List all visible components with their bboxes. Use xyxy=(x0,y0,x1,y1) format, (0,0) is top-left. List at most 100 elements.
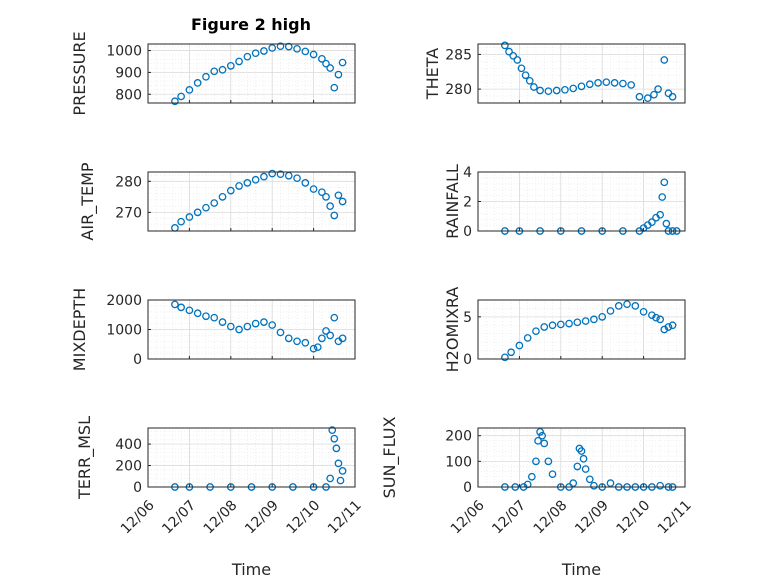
panel-5-point-4 xyxy=(532,327,540,336)
panel-7-x-tick-label-4: 12/10 xyxy=(614,497,654,537)
panel-6-x-tick-label-3: 12/09 xyxy=(242,497,282,537)
panel-4-y-tick-label-2: 2000 xyxy=(106,293,142,309)
panel-7-y-tick-label-2: 200 xyxy=(445,429,472,445)
panel-5-point-2 xyxy=(515,341,524,350)
panel-3-y-axis-label: RAINFALL xyxy=(443,164,462,239)
panel-2-point-2 xyxy=(185,213,194,221)
panel-7-point-23 xyxy=(606,479,615,488)
panel-1-point-6 xyxy=(525,76,534,85)
panel-7-point-9 xyxy=(540,439,549,448)
panel-6-point-15 xyxy=(338,467,347,475)
panel-5-point-3 xyxy=(523,334,532,342)
panel-7-x-tick-label-2: 12/08 xyxy=(531,497,571,537)
panel-2-y-tick-label-0: 270 xyxy=(115,205,142,221)
panel-0-y-tick-label-0: 800 xyxy=(115,87,142,103)
panel-1-point-18 xyxy=(619,79,627,88)
panel-2-point-8 xyxy=(235,182,243,190)
panel-1-point-22 xyxy=(650,90,658,99)
panel-2-point-11 xyxy=(260,172,268,181)
panel-1-point-11 xyxy=(561,85,569,94)
panel-5-y-tick-label-0: 0 xyxy=(463,352,472,368)
panel-4-point-6 xyxy=(218,318,227,326)
panel-7-point-10 xyxy=(544,457,553,466)
panel-0-point-8 xyxy=(235,57,243,66)
panel-7-point-3 xyxy=(523,480,532,489)
panel-4-point-2 xyxy=(185,306,194,315)
panel-2-point-10 xyxy=(251,175,260,184)
panel-2-point-19 xyxy=(322,192,330,201)
panel-0-point-17 xyxy=(309,50,318,59)
panel-0-point-19 xyxy=(322,59,330,68)
panel-5-point-9 xyxy=(573,318,582,327)
panel-7-point-4 xyxy=(527,472,536,481)
panel-1-point-4 xyxy=(517,64,526,73)
panel-1-point-23 xyxy=(654,85,662,93)
panel-0-point-10 xyxy=(251,49,260,58)
panel-6-x-tick-label-0: 12/06 xyxy=(118,497,158,537)
panel-0-point-7 xyxy=(226,62,235,70)
panel-2-point-4 xyxy=(202,203,210,212)
panel-3-y-tick-label-0: 0 xyxy=(463,224,472,240)
panel-1-point-5 xyxy=(521,71,530,80)
panel-6-plot-area xyxy=(148,428,355,487)
panel-1-point-19 xyxy=(627,81,636,89)
panel-7-axes-box xyxy=(477,427,686,488)
panel-1-point-13 xyxy=(577,82,586,91)
panel-0-point-12 xyxy=(268,44,277,52)
panel-1-point-9 xyxy=(544,87,553,96)
panel-0-point-22 xyxy=(334,70,343,79)
panel-6-point-12 xyxy=(332,444,341,453)
panel-7-point-21 xyxy=(590,481,598,490)
panel-4-point-8 xyxy=(235,325,243,334)
panel-4-point-16 xyxy=(301,338,310,347)
panel-5-point-8 xyxy=(565,319,573,328)
panel-1-point-12 xyxy=(569,84,578,93)
panel-0-point-23 xyxy=(338,58,347,67)
panel-4-point-1 xyxy=(177,303,185,312)
panel-4-point-21 xyxy=(326,331,335,340)
panel-4-point-19 xyxy=(318,334,326,343)
panel-7-point-15 xyxy=(573,462,582,471)
panel-4-point-0 xyxy=(171,300,179,309)
panel-7-point-18 xyxy=(579,454,588,463)
panel-2-point-21 xyxy=(330,211,339,220)
panel-4-point-7 xyxy=(226,322,235,331)
panel-0-y-tick-label-1: 900 xyxy=(115,65,142,81)
panel-7-point-6 xyxy=(534,436,542,445)
panel-4-point-3 xyxy=(193,309,202,318)
panel-5-point-17 xyxy=(639,307,648,316)
panel-3-point-10 xyxy=(648,218,656,226)
panel-6-x-axis-label: Time xyxy=(231,560,271,579)
panel-1-point-8 xyxy=(536,86,544,95)
panel-4-point-11 xyxy=(260,318,268,326)
panel-0-y-axis-label: PRESSURE xyxy=(70,31,89,115)
panel-0-point-11 xyxy=(260,47,268,55)
panel-6-axes-box xyxy=(147,427,356,488)
panel-3-point-12 xyxy=(656,210,665,219)
panel-7-point-17 xyxy=(577,447,586,455)
panel-0-point-1 xyxy=(177,92,185,101)
panel-1-y-tick-label-1: 285 xyxy=(445,47,472,63)
panel-7-y-tick-label-0: 0 xyxy=(463,480,472,496)
panel-5-point-7 xyxy=(556,320,565,329)
panel-7-plot-area xyxy=(478,428,685,487)
panel-0-point-3 xyxy=(193,79,202,87)
panel-1-point-17 xyxy=(610,79,619,87)
panel-5-point-23 xyxy=(668,321,677,330)
panel-4-y-tick-label-0: 0 xyxy=(133,352,142,368)
panel-2-axes-box xyxy=(147,171,356,232)
panel-4-point-15 xyxy=(293,337,301,346)
panel-5-point-10 xyxy=(581,317,590,325)
panel-5-point-13 xyxy=(606,307,615,315)
panel-0-axes-box xyxy=(147,43,356,104)
panel-0-point-16 xyxy=(301,47,310,56)
figure-title: Figure 2 high xyxy=(191,15,311,34)
panel-7-y-axis-label: SUN_FLUX xyxy=(380,417,400,499)
panel-7-x-axis-label: Time xyxy=(561,560,601,579)
panel-6-y-tick-label-1: 200 xyxy=(115,459,142,475)
panel-6-point-11 xyxy=(330,434,339,443)
panel-6-y-tick-label-2: 400 xyxy=(115,437,142,453)
panel-5-point-5 xyxy=(540,323,549,331)
panel-6-x-tick-label-4: 12/10 xyxy=(284,497,324,537)
